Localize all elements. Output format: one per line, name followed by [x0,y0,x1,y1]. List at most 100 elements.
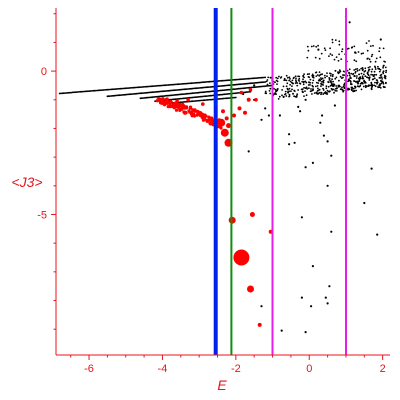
data-point [178,102,182,106]
data-point [363,73,365,76]
data-point [229,92,231,95]
data-point [305,81,308,84]
data-point [338,40,341,43]
data-point [242,78,245,80]
data-point [224,97,227,100]
data-point [320,91,323,94]
data-point [102,89,105,91]
data-point [326,184,329,187]
data-point [288,95,290,98]
data-point [168,84,171,86]
data-point [322,89,325,91]
data-point [370,87,373,90]
data-point [281,94,283,97]
data-point [377,67,379,70]
data-point [282,85,285,88]
data-point [211,90,213,93]
x-tick-label: -4 [158,363,168,375]
data-point [374,60,377,63]
data-point [205,99,208,101]
data-point [104,89,106,91]
data-point [379,38,382,41]
data-point [267,76,270,79]
data-point [317,82,320,84]
data-point [293,141,296,144]
data-point [288,87,291,90]
data-point [171,89,174,92]
data-point [137,86,140,89]
data-point [355,80,357,83]
data-point [326,140,329,143]
data-point [384,66,387,69]
data-point [223,93,226,96]
data-point [287,91,290,94]
data-point [116,88,119,90]
data-point [291,88,293,91]
data-point [342,76,344,79]
data-point [322,87,324,90]
data-point [334,89,337,92]
data-point [350,83,352,86]
data-point [292,92,294,95]
data-point [331,41,334,44]
data-point [234,96,237,99]
data-point [311,82,314,84]
data-point [263,76,265,79]
data-point [193,87,196,90]
data-point [109,88,111,91]
data-point [337,72,340,75]
data-point [212,98,214,101]
data-point [145,91,148,94]
data-point [321,81,323,83]
data-point [302,74,305,77]
data-point [373,70,376,73]
data-point [293,76,295,79]
data-point [228,79,230,82]
data-point [356,69,359,72]
data-point [234,78,237,81]
data-point [155,85,158,87]
data-point [352,90,355,93]
data-point [311,265,314,268]
data-point [107,88,110,91]
data-point [332,88,335,91]
data-point [297,75,299,78]
data-point [328,77,331,79]
data-point [316,74,319,76]
data-point [306,73,309,76]
data-point [371,84,374,87]
data-point [360,72,363,75]
data-point [342,70,345,73]
data-point [321,73,324,75]
data-point [303,73,305,76]
data-point [154,100,157,103]
data-point [269,76,272,79]
data-point [281,89,283,91]
data-point [362,77,365,80]
data-point [161,97,165,101]
data-point [370,167,373,170]
data-point [219,85,221,87]
data-point [330,80,332,82]
data-point [327,81,330,84]
data-point [199,95,202,98]
data-point [320,85,322,87]
data-point [105,88,108,91]
data-point [205,95,208,97]
data-point [347,47,350,50]
data-point [323,47,326,50]
data-point [322,134,325,137]
data-point [301,91,304,93]
data-point [370,81,373,84]
data-point [110,88,113,91]
data-point [339,70,342,73]
data-point [294,82,297,84]
data-point [364,86,367,89]
data-point [334,77,337,80]
data-point [360,88,363,91]
data-point [78,91,80,93]
data-point [235,92,238,94]
data-point [189,96,191,99]
data-point [190,96,193,99]
data-point [161,90,164,93]
